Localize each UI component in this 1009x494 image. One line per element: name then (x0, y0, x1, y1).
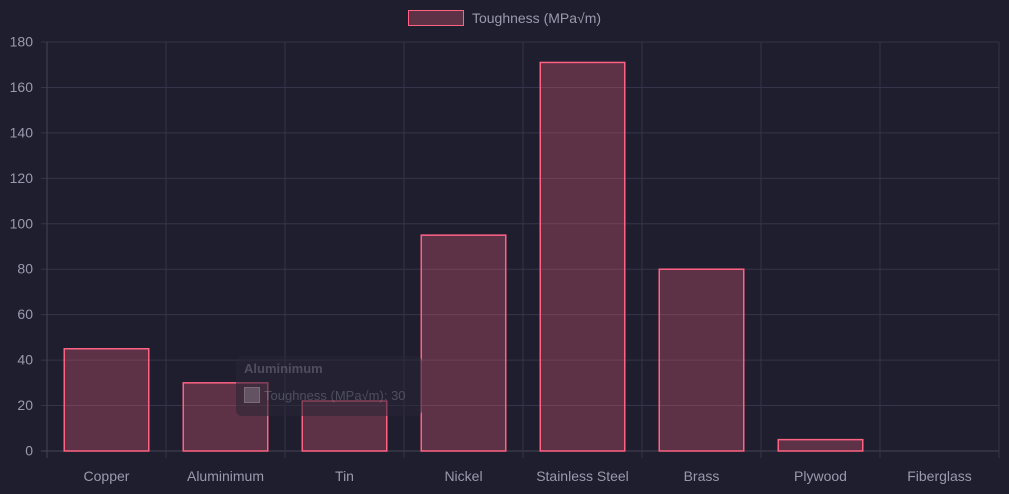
x-tick-label: Nickel (444, 468, 482, 484)
y-tick-label: 0 (25, 443, 33, 459)
y-tick-label: 160 (10, 79, 34, 95)
y-axis-ticks: 0 20 40 60 80 100 120 140 160 180 (10, 34, 34, 459)
bar (63, 348, 150, 452)
y-tick-label: 40 (17, 352, 33, 368)
x-tick-label: Copper (84, 468, 130, 484)
y-tick-label: 100 (10, 215, 34, 231)
y-tick-label: 120 (10, 170, 34, 186)
tooltip-text: Toughness (MPa√m): 30 (264, 387, 406, 403)
x-tick-label: Tin (335, 468, 354, 484)
x-tick-label: Stainless Steel (536, 468, 629, 484)
y-tick-label: 80 (17, 261, 33, 277)
y-tick-label: 20 (17, 397, 33, 413)
tooltip: Aluminimum Toughness (MPa√m): 30 (236, 356, 422, 416)
y-tick-label: 180 (10, 34, 34, 50)
bar (777, 438, 864, 452)
bar (420, 234, 507, 452)
legend[interactable]: Toughness (MPa√m) (0, 10, 1009, 26)
bars (63, 61, 864, 452)
bar (658, 268, 745, 452)
x-tick-label: Plywood (794, 468, 847, 484)
tooltip-body: Toughness (MPa√m): 30 (244, 387, 414, 403)
bar (539, 61, 626, 452)
y-tick-label: 60 (17, 306, 33, 322)
legend-swatch[interactable] (407, 10, 464, 26)
x-tick-label: Fiberglass (907, 468, 972, 484)
x-tick-label: Aluminimum (187, 468, 264, 484)
y-tick-label: 140 (10, 124, 34, 140)
tooltip-swatch (244, 387, 260, 403)
tooltip-title: Aluminimum (244, 361, 323, 376)
x-axis-ticks: Copper Aluminimum Tin Nickel Stainless Steel… (84, 468, 972, 484)
legend-label[interactable]: Toughness (MPa√m) (471, 10, 602, 26)
x-tick-label: Brass (684, 468, 720, 484)
